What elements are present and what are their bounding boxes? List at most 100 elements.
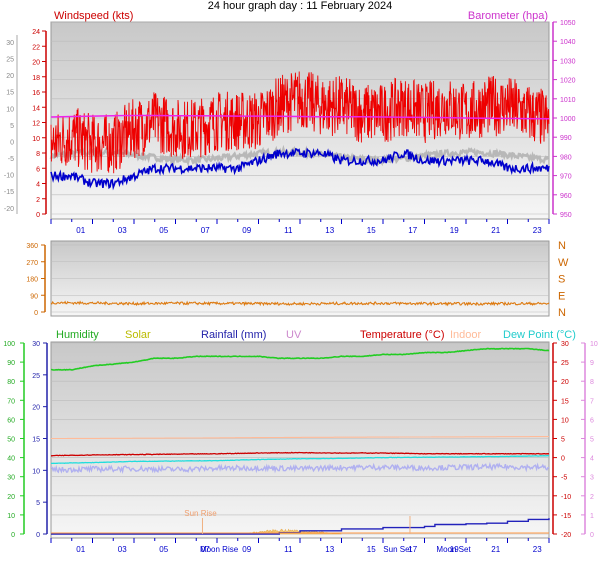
temperature-tick-label: -5 xyxy=(561,475,567,482)
hour-tick-label: 01 xyxy=(76,226,85,235)
legend-solar: Solar xyxy=(125,329,151,341)
hour-tick-label: 23 xyxy=(533,545,542,554)
moon-set-label: Moon Set xyxy=(436,545,471,554)
hour-tick-label: 09 xyxy=(242,545,251,554)
panel-wind-pressure-background xyxy=(50,21,550,220)
graph-title: 24 hour graph day : 11 February 2024 xyxy=(208,0,392,12)
dew-point-series xyxy=(50,454,550,465)
barometer-axis: 1050 1040 1030 1020 1010 1000 990 980 970 960 950 xyxy=(552,20,576,219)
panel-humidity-temperature-hour-axis: 01 03 05 07 09 11 13 15 17 19 21 23 xyxy=(50,538,550,554)
sun-rise-label: Sun Rise xyxy=(184,509,217,518)
barometer-tick-label: 1030 xyxy=(560,58,576,65)
hour-tick-label: 13 xyxy=(325,545,334,554)
windspeed-axis-title: Windspeed (kts) xyxy=(54,10,133,22)
compass-label: S xyxy=(558,274,565,286)
uv-tick-label: 1 xyxy=(590,513,594,520)
uv-tick-label: 7 xyxy=(590,398,594,405)
rainfall-tick-label: 5 xyxy=(36,500,40,507)
outer-tick-label: 20 xyxy=(6,73,14,80)
temperature-tick-label: 20 xyxy=(561,379,569,386)
windspeed-tick-label: 16 xyxy=(32,90,40,97)
humidity-tick-label: 100 xyxy=(3,341,15,348)
barometer-tick-label: 960 xyxy=(560,193,572,200)
compass-label: E xyxy=(558,290,565,302)
outer-tick-label: 5 xyxy=(10,123,14,130)
outer-tick-label: 30 xyxy=(6,40,14,47)
windspeed-tick-label: 14 xyxy=(32,105,40,112)
windspeed-outer-axis: 30 25 20 15 10 5 0 -5 -10 -15 -20 xyxy=(4,35,18,214)
rainfall-tick-label: 0 xyxy=(36,532,40,539)
hour-tick-label: 17 xyxy=(408,545,417,554)
wind-average-series xyxy=(50,147,550,191)
uv-tick-label: 4 xyxy=(590,456,594,463)
uv-tick-label: 9 xyxy=(590,360,594,367)
legend-indoor: Indoor xyxy=(450,329,482,341)
outer-tick-label: 0 xyxy=(10,139,14,146)
humidity-series xyxy=(50,347,550,371)
outer-tick-label: 10 xyxy=(6,106,14,113)
humidity-tick-label: 90 xyxy=(7,360,15,367)
temperature-tick-label: 25 xyxy=(561,360,569,367)
uv-tick-label: 0 xyxy=(590,532,594,539)
wind-direction-series xyxy=(50,300,550,307)
windspeed-tick-label: 18 xyxy=(32,75,40,82)
temperature-tick-label: 15 xyxy=(561,398,569,405)
barometer-tick-label: 1000 xyxy=(560,116,576,123)
barometer-axis-title: Barometer (hpa) xyxy=(468,10,548,22)
degree-tick-label: 90 xyxy=(30,293,38,300)
windspeed-tick-label: 20 xyxy=(32,60,40,67)
temperature-tick-label: 10 xyxy=(561,417,569,424)
compass-label: W xyxy=(558,257,569,269)
rainfall-tick-label: 15 xyxy=(32,437,40,444)
panel-wind-direction-series xyxy=(50,300,550,307)
windspeed-tick-label: 8 xyxy=(36,151,40,158)
hour-tick-label: 07 xyxy=(201,545,210,554)
hour-tick-label: 05 xyxy=(159,545,168,554)
compass-label: N xyxy=(558,307,566,319)
hour-tick-label: 13 xyxy=(325,226,334,235)
barometer-tick-label: 1040 xyxy=(560,39,576,46)
barometer-tick-label: 950 xyxy=(560,212,572,219)
uv-tick-label: 2 xyxy=(590,494,594,501)
outer-tick-label: 15 xyxy=(6,90,14,97)
hour-tick-label: 01 xyxy=(76,545,85,554)
barometer-tick-label: 990 xyxy=(560,135,572,142)
hour-tick-label: 15 xyxy=(367,545,376,554)
uv-tick-label: 5 xyxy=(590,437,594,444)
hour-tick-label: 15 xyxy=(367,226,376,235)
temperature-axis: 30 25 20 15 10 5 0 -5 -10 -15 -20 xyxy=(552,341,571,539)
degree-tick-label: 360 xyxy=(26,243,38,250)
hour-tick-label: 03 xyxy=(118,226,127,235)
uv-tick-label: 8 xyxy=(590,379,594,386)
legend-rainfall: Rainfall (mm) xyxy=(201,329,266,341)
uv-tick-label: 10 xyxy=(590,341,598,348)
panel-humidity-temperature-background xyxy=(50,341,550,539)
hour-tick-label: 17 xyxy=(408,226,417,235)
outer-tick-label: 25 xyxy=(6,57,14,64)
windspeed-tick-label: 4 xyxy=(36,182,40,189)
hour-tick-label: 03 xyxy=(118,545,127,554)
windspeed-tick-label: 10 xyxy=(32,136,40,143)
barometer-tick-label: 970 xyxy=(560,174,572,181)
humidity-tick-label: 0 xyxy=(11,532,15,539)
apparent-temperature-series xyxy=(51,461,550,475)
uv-tick-label: 3 xyxy=(590,475,594,482)
barometer-tick-label: 980 xyxy=(560,154,572,161)
humidity-tick-label: 20 xyxy=(7,494,15,501)
hour-tick-label: 09 xyxy=(242,226,251,235)
rainfall-tick-label: 30 xyxy=(32,341,40,348)
hour-tick-label: 05 xyxy=(159,226,168,235)
hour-tick-label: 11 xyxy=(284,545,293,554)
wind-direction-degree-axis: 360 270 180 90 0 xyxy=(26,243,46,317)
windspeed-series xyxy=(50,71,550,174)
degree-tick-label: 0 xyxy=(34,310,38,317)
windspeed-tick-label: 6 xyxy=(36,166,40,173)
legend-uv: UV xyxy=(286,329,302,341)
